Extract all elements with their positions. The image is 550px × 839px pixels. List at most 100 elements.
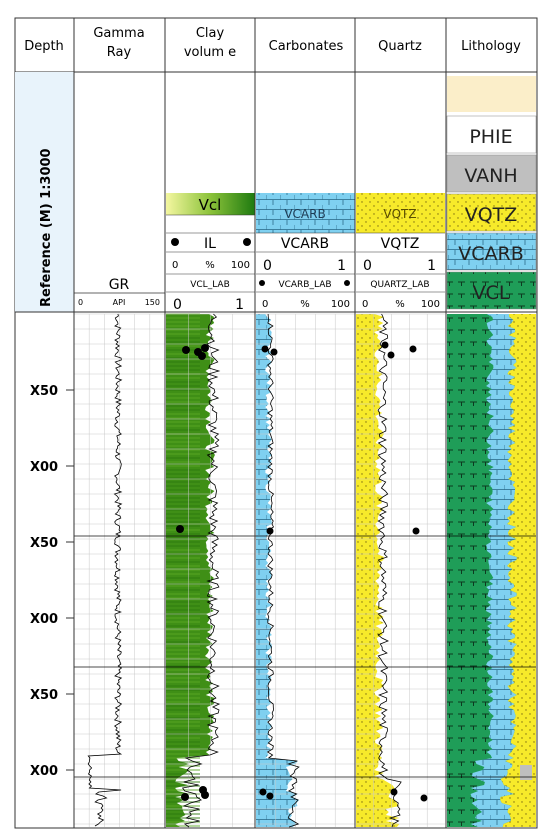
legend-top-swatch bbox=[447, 76, 536, 112]
vcarb-lab-point bbox=[259, 788, 267, 796]
vcarb-lab-marker-left bbox=[259, 280, 265, 286]
track-headers: Depth Gamma Ray Clay volum e Carbonates … bbox=[24, 26, 521, 60]
vcl-lab-point bbox=[201, 791, 209, 799]
clay-scale-min: 0 bbox=[172, 260, 178, 271]
vqtz-curve bbox=[377, 313, 402, 828]
vcarb-lab-scale-min: 0 bbox=[262, 299, 268, 310]
gamma-ray-header: GR 0 API 150 bbox=[74, 277, 165, 307]
quartz-lab-point bbox=[412, 527, 420, 535]
vcl-fill-swatch bbox=[166, 193, 255, 215]
vqtz-fill-label: VQTZ bbox=[383, 207, 416, 221]
quartz-lab-scale-min: 0 bbox=[362, 299, 368, 310]
legend-swatch-vanh bbox=[446, 154, 537, 193]
quartz-track bbox=[356, 313, 445, 828]
vcl-lab-label: VCL_LAB bbox=[190, 280, 230, 290]
gr-scale-min: 0 bbox=[78, 298, 83, 307]
il-marker-left bbox=[171, 238, 179, 246]
quartz-lab-point bbox=[390, 788, 398, 796]
lith-carb-fill bbox=[470, 314, 517, 827]
vqtz-fill bbox=[356, 314, 400, 827]
vcarb-scale-max: 1 bbox=[337, 258, 346, 274]
gamma-ray-track bbox=[74, 313, 165, 827]
vqtz-scale-min: 0 bbox=[363, 258, 372, 274]
legend-swatch-vcl bbox=[446, 271, 537, 310]
vcarb-fill-swatch bbox=[256, 193, 355, 233]
lithology-track bbox=[74, 314, 536, 827]
legend-label-phie: PHIE bbox=[469, 126, 512, 148]
lith-qtz-fill bbox=[500, 314, 536, 827]
clay-volume-track bbox=[166, 313, 255, 828]
vcl-scale-min: 0 bbox=[173, 297, 182, 313]
legend-swatch-vcarb bbox=[446, 232, 537, 271]
vcarb-lab-point bbox=[270, 348, 278, 356]
quartz-lab-scale-unit: % bbox=[395, 299, 405, 310]
vcl-lab-point bbox=[198, 352, 206, 360]
vqtz-curve-label: VQTZ bbox=[381, 236, 420, 252]
vcarb-fill bbox=[256, 314, 300, 827]
quartz-lab-label: QUARTZ_LAB bbox=[370, 280, 429, 290]
clay-scale-unit: % bbox=[205, 260, 215, 271]
vqtz-fill-swatch bbox=[356, 193, 445, 233]
header-lithology: Lithology bbox=[461, 39, 521, 54]
depth-label: X50 bbox=[30, 688, 58, 703]
depth-label: X00 bbox=[30, 612, 58, 627]
header-gamma-1: Gamma bbox=[93, 26, 144, 41]
legend-swatch-vqtz bbox=[446, 193, 537, 232]
lith-anh-fill bbox=[520, 765, 532, 780]
vcarb-lab-scale-max: 100 bbox=[331, 299, 350, 310]
vcl-curve bbox=[181, 313, 221, 828]
reference-panel bbox=[15, 72, 74, 312]
vcarb-lab-point bbox=[266, 527, 274, 535]
depth-track: X50 X00 X50 X00 X50 X00 bbox=[30, 384, 74, 779]
header-gamma-2: Ray bbox=[107, 45, 132, 60]
vcarb-lab-point bbox=[261, 345, 269, 353]
depth-label: X00 bbox=[30, 764, 58, 779]
header-carbonates: Carbonates bbox=[269, 39, 344, 54]
legend-label-vcl: VCL bbox=[473, 282, 510, 304]
depth-label: X00 bbox=[30, 460, 58, 475]
vcl-lab-point bbox=[181, 793, 189, 801]
il-marker-right bbox=[243, 238, 251, 246]
vcarb-curve-label: VCARB bbox=[281, 236, 329, 252]
header-depth: Depth bbox=[24, 39, 64, 54]
clay-scale-max: 100 bbox=[231, 260, 250, 271]
header-clay-1: Clay bbox=[196, 26, 225, 41]
quartz-lab-point bbox=[420, 794, 428, 802]
vcl-lab-point bbox=[201, 344, 209, 352]
depth-label: X50 bbox=[30, 536, 58, 551]
legend-swatch-phie bbox=[446, 115, 537, 154]
vqtz-scale-max: 1 bbox=[427, 258, 436, 274]
vcarb-lab-label: VCARB_LAB bbox=[278, 280, 331, 290]
gr-curve bbox=[87, 313, 123, 827]
vcl-fill-label: Vcl bbox=[199, 196, 222, 214]
carbonates-track bbox=[256, 313, 355, 828]
gr-curve-label: GR bbox=[109, 277, 130, 293]
quartz-lab-point bbox=[409, 345, 417, 353]
lithology-legend: PHIE VANH VQTZ VCARB VCL bbox=[446, 76, 537, 310]
header-quartz: Quartz bbox=[378, 39, 422, 54]
quartz-lab-point bbox=[387, 351, 395, 359]
quartz-header: VQTZ VQTZ 0 1 QUARTZ_LAB 0 % 100 bbox=[356, 193, 445, 310]
vcarb-scale-min: 0 bbox=[263, 258, 272, 274]
gr-scale-max: 150 bbox=[145, 298, 160, 307]
vcarb-lab-marker-right bbox=[344, 280, 350, 286]
legend-label-vqtz: VQTZ bbox=[465, 204, 518, 226]
header-clay-2: volum e bbox=[184, 45, 236, 60]
vcl-lab-point bbox=[182, 346, 190, 354]
gr-scale-unit: API bbox=[113, 298, 126, 307]
track-separators bbox=[73, 18, 447, 828]
vcl-lab-point bbox=[176, 525, 184, 533]
carbonates-header: VCARB VCARB 0 1 VCARB_LAB 0 % 100 bbox=[256, 193, 355, 310]
vcarb-fill-label: VCARB bbox=[284, 207, 325, 221]
legend-label-vanh: VANH bbox=[464, 165, 517, 187]
quartz-lab-point bbox=[381, 341, 389, 349]
vcarb-lab-point bbox=[266, 792, 274, 800]
reference-label: Reference (M) 1:3000 bbox=[39, 148, 54, 307]
quartz-lab-scale-max: 100 bbox=[421, 299, 440, 310]
il-label: IL bbox=[204, 236, 216, 252]
clay-header: Vcl IL 0 % 100 VCL_LAB 0 1 bbox=[166, 193, 255, 313]
vcl-scale-max: 1 bbox=[235, 297, 244, 313]
vcarb-curve bbox=[266, 313, 300, 828]
vcarb-lab-scale-unit: % bbox=[300, 299, 310, 310]
